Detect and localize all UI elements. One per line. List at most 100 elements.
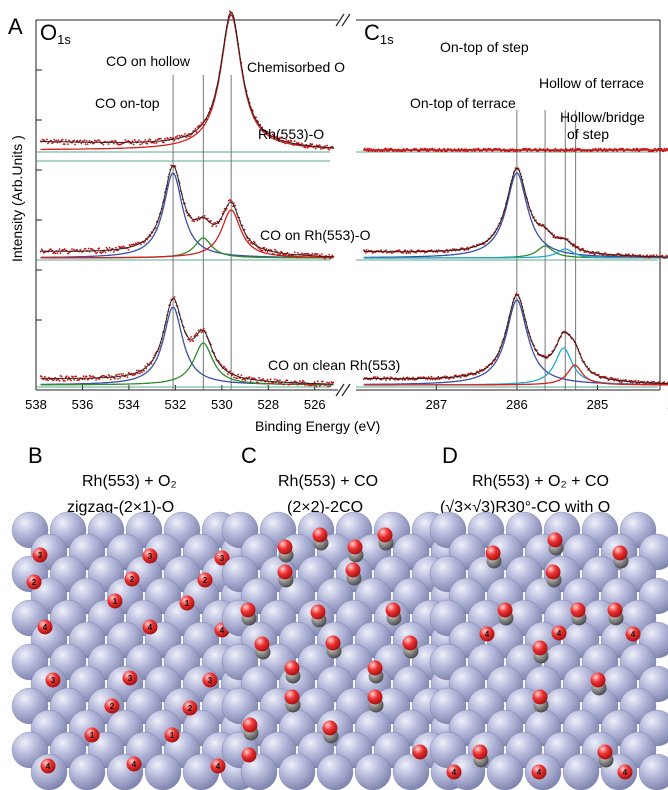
c1s-plot bbox=[356, 110, 668, 390]
c1s-data-point bbox=[604, 252, 607, 254]
site-number: 4 bbox=[43, 623, 48, 632]
c1s-data-point bbox=[603, 147, 606, 150]
c1s-data-point bbox=[538, 147, 541, 150]
o1s-data-point bbox=[163, 141, 165, 144]
o1s-data-point bbox=[149, 139, 152, 141]
o1s-data-point bbox=[59, 252, 62, 255]
c1s-tick-label: 287 bbox=[425, 397, 447, 412]
o1s-data-point bbox=[318, 385, 321, 387]
o1s-data-point bbox=[118, 373, 120, 376]
c1s-data-point bbox=[591, 150, 593, 153]
o1s-data-point bbox=[119, 377, 121, 379]
o1s-data-point bbox=[279, 379, 281, 381]
o1s-data-point bbox=[146, 142, 149, 145]
c1s-data-point bbox=[483, 242, 486, 245]
o1s-data-point bbox=[299, 380, 301, 383]
o1s-data-point bbox=[86, 143, 89, 146]
o1s-data-point bbox=[176, 135, 179, 137]
c1s-fit-component bbox=[363, 248, 668, 259]
c1s-data-point bbox=[571, 147, 574, 150]
o1s-data-point bbox=[232, 205, 234, 208]
panel-label-a: A bbox=[8, 14, 23, 39]
o1s-data-point bbox=[139, 143, 141, 146]
o1s-data-point bbox=[193, 335, 196, 338]
site-number: 4 bbox=[631, 630, 636, 639]
co-oxygen-atom bbox=[607, 602, 623, 618]
co-oxygen-atom bbox=[347, 539, 363, 555]
o1s-data-point bbox=[215, 225, 218, 228]
o1s-tick-label: 528 bbox=[257, 397, 279, 412]
c1s-data-point bbox=[404, 249, 407, 252]
o1s-data-point bbox=[189, 340, 192, 342]
o1s-data-point bbox=[96, 251, 98, 254]
c1s-data-point bbox=[467, 248, 470, 251]
rh-atom bbox=[562, 753, 600, 790]
o1s-data-point bbox=[247, 240, 250, 242]
co-oxygen-atom bbox=[322, 720, 338, 736]
o1s-data-point bbox=[265, 133, 268, 136]
o1s-data-point bbox=[301, 142, 303, 145]
c1s-data-point bbox=[438, 378, 441, 381]
o1s-data-point bbox=[57, 378, 60, 381]
c1s-data-point bbox=[406, 376, 409, 379]
c1s-data-point bbox=[441, 150, 443, 153]
c1s-data-point bbox=[415, 251, 417, 254]
o1s-data-point bbox=[132, 143, 135, 146]
o1s-data-point bbox=[326, 381, 328, 384]
o1s-data-point bbox=[64, 139, 67, 141]
o1s-data-point bbox=[66, 378, 69, 381]
site-number: 4 bbox=[537, 768, 542, 777]
o1s-data-point bbox=[58, 379, 61, 382]
co-oxygen-atom bbox=[367, 689, 383, 705]
co-oxygen-atom bbox=[377, 527, 393, 543]
o1s-data-point bbox=[332, 381, 335, 384]
x-axis-label: Binding Energy (eV) bbox=[255, 418, 380, 434]
o1s-data-point bbox=[63, 379, 66, 382]
o1s-title: O1s bbox=[40, 20, 71, 47]
o1s-data-point bbox=[143, 241, 146, 244]
c1s-data-point bbox=[379, 150, 382, 153]
o1s-data-point bbox=[102, 143, 105, 146]
c1s-data-point bbox=[663, 381, 666, 383]
o1s-data-point bbox=[71, 248, 73, 250]
o1s-data-point bbox=[184, 133, 186, 135]
c1s-data-point bbox=[653, 147, 656, 150]
o1s-data-point bbox=[105, 375, 108, 378]
o1s-data-point bbox=[155, 142, 158, 144]
o1s-data-point bbox=[50, 139, 52, 142]
o1s-data-point bbox=[261, 249, 264, 252]
c1s-data-point bbox=[638, 150, 641, 153]
o1s-data-point bbox=[47, 379, 49, 382]
c1s-data-point bbox=[424, 147, 427, 150]
o1s-data-point bbox=[83, 378, 86, 381]
o1s-data-point bbox=[58, 248, 61, 251]
site-number: 4 bbox=[216, 762, 221, 771]
co-oxygen-atom bbox=[472, 744, 488, 760]
co-oxygen-atom bbox=[284, 689, 300, 705]
co-oxygen-atom bbox=[545, 564, 561, 580]
o1s-data-point bbox=[303, 381, 305, 383]
oxygen-atom bbox=[179, 595, 195, 611]
o1s-data-point bbox=[56, 252, 59, 255]
o1s-data-point bbox=[273, 378, 276, 381]
series-label-rh553-o: Rh(553)-O bbox=[258, 126, 324, 142]
co-oxygen-atom bbox=[325, 635, 341, 651]
c1s-data-point bbox=[508, 150, 511, 153]
c1s-data-point bbox=[478, 369, 481, 371]
oxygen-atom bbox=[551, 625, 567, 641]
c1s-data-point bbox=[452, 377, 455, 379]
rh-atom bbox=[638, 753, 668, 790]
o1s-data-point bbox=[55, 139, 58, 142]
o1s-data-point bbox=[318, 144, 321, 147]
co-oxygen-atom bbox=[532, 640, 548, 656]
series-label-co-on-clean: CO on clean Rh(553) bbox=[268, 357, 400, 373]
c1s-data-point bbox=[642, 383, 645, 385]
o1s-tick-label: 534 bbox=[118, 397, 140, 412]
o1s-data-point bbox=[322, 380, 324, 383]
co-oxygen-atom bbox=[597, 744, 613, 760]
o1s-data-point bbox=[253, 240, 255, 243]
c1s-data-point bbox=[405, 252, 408, 255]
o1s-data-point bbox=[144, 365, 147, 368]
o1s-data-point bbox=[138, 139, 140, 142]
site-number: 4 bbox=[485, 630, 490, 639]
